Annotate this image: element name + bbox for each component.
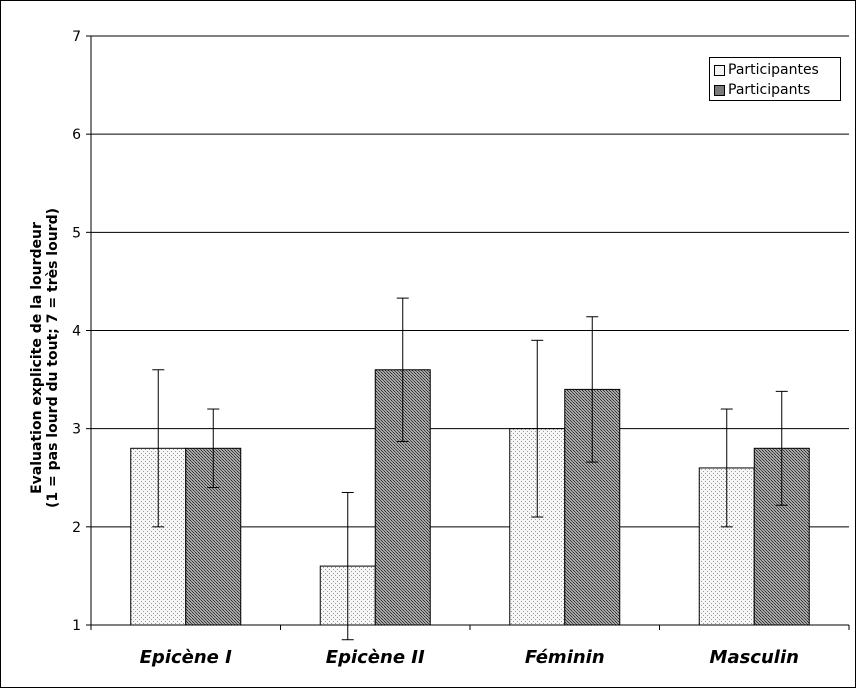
y-tick-label: 5 [72,225,81,241]
y-tick-label: 1 [72,618,81,634]
x-category-label: Epicène I [140,647,233,668]
y-tick-label: 2 [72,520,81,536]
y-tick-label: 7 [72,29,81,45]
legend-label: Participantes [728,62,819,78]
x-category-label: Epicène II [326,647,425,668]
tick-labels: 1 2 3 4 5 6 7 Epicène I Epicène II Féminin Masculi… [72,29,799,668]
legend-item-participantes: Participantes [714,60,836,80]
y-tick-label: 4 [72,324,81,340]
y-tick-label: 3 [72,422,81,438]
y-axis-label-line2: (1 = pas lourd du tout; 7 = très lourd) [45,208,61,508]
legend-swatch-light [714,64,725,76]
legend: Participantes Participants [709,57,841,101]
x-category-label: Masculin [710,647,799,668]
y-tick-label: 6 [72,127,81,143]
bars [130,369,810,626]
y-axis-label-line1: Evaluation explicite de la lourdeur [29,222,45,494]
legend-label: Participants [728,82,811,98]
legend-item-participants: Participants [714,80,836,100]
error-bars [152,297,788,641]
axes [86,35,850,630]
legend-swatch-dark [714,84,725,96]
x-category-label: Féminin [525,647,605,668]
